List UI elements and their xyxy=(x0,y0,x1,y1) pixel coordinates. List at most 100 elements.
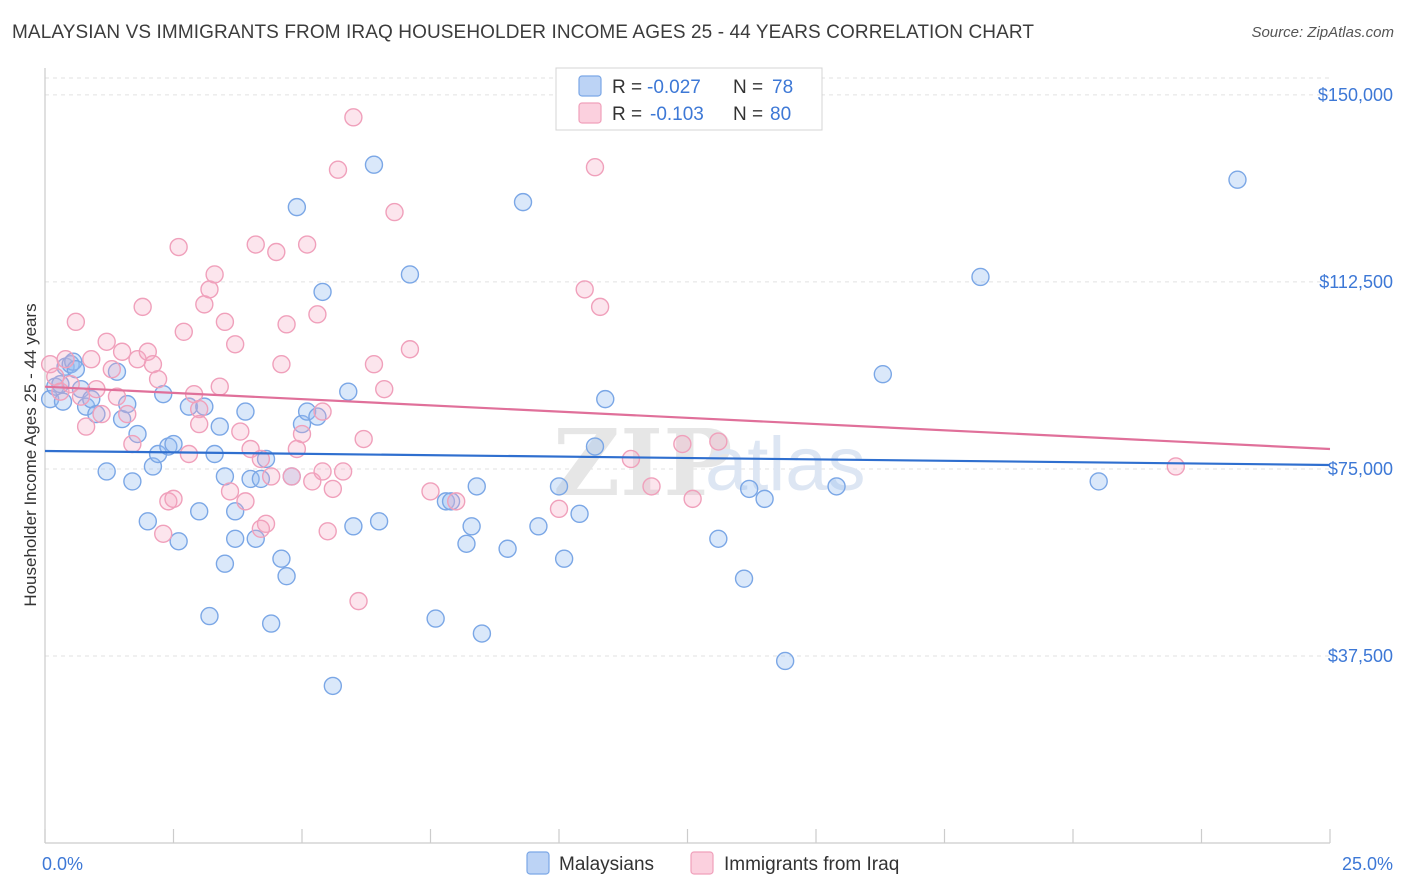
point-malaysians xyxy=(138,512,158,531)
point-iraq xyxy=(231,422,250,441)
point-malaysians xyxy=(513,192,533,212)
trend-line-iraq xyxy=(44,385,1331,451)
point-malaysians xyxy=(775,651,795,671)
point-malaysians xyxy=(118,394,137,414)
point-iraq xyxy=(189,399,209,419)
point-malaysians xyxy=(272,549,291,568)
point-malaysians xyxy=(308,407,327,426)
point-malaysians xyxy=(873,364,893,384)
legend-swatch-iraq xyxy=(578,102,602,124)
bottom-legend-iraq: Immigrants from Iraq xyxy=(724,854,899,875)
point-malaysians xyxy=(827,477,846,496)
point-iraq xyxy=(66,312,86,332)
point-iraq xyxy=(71,387,91,406)
point-malaysians xyxy=(734,569,754,588)
point-iraq xyxy=(169,237,188,257)
point-iraq xyxy=(549,499,569,519)
point-iraq xyxy=(236,492,255,511)
point-malaysians xyxy=(467,477,486,496)
point-malaysians xyxy=(755,489,774,509)
point-iraq xyxy=(261,467,281,486)
bottom-legend-swatch-iraq xyxy=(690,851,714,875)
point-iraq xyxy=(102,360,122,379)
watermark-atlas: atlas xyxy=(705,422,866,507)
point-iraq xyxy=(642,477,661,496)
trend-line-malaysians xyxy=(44,449,1331,467)
point-malaysians xyxy=(462,517,481,536)
point-iraq xyxy=(354,429,373,449)
point-malaysians xyxy=(344,517,363,536)
legend-swatch-malaysians xyxy=(578,75,602,97)
point-malaysians xyxy=(570,504,589,524)
point-iraq xyxy=(282,467,301,486)
point-iraq xyxy=(297,235,317,254)
point-malaysians xyxy=(210,417,229,436)
point-iraq xyxy=(308,305,327,324)
point-malaysians xyxy=(313,282,332,302)
x-tick-label-min: 0.0% xyxy=(42,854,83,874)
point-iraq xyxy=(179,444,199,464)
point-malaysians xyxy=(971,267,990,287)
point-iraq xyxy=(585,158,605,177)
point-malaysians xyxy=(256,449,276,469)
point-malaysians xyxy=(287,197,307,217)
point-malaysians xyxy=(128,424,147,444)
legend-r-value-2: -0.103 xyxy=(650,104,704,125)
series-iraq xyxy=(40,108,1186,611)
point-iraq xyxy=(267,242,286,262)
point-malaysians xyxy=(364,155,384,174)
point-malaysians xyxy=(164,434,183,454)
point-iraq xyxy=(349,591,368,611)
watermark: ZIP atlas xyxy=(553,409,866,517)
point-iraq xyxy=(673,434,692,454)
point-malaysians xyxy=(189,502,209,521)
point-malaysians xyxy=(323,676,343,696)
point-malaysians xyxy=(585,437,605,456)
point-malaysians xyxy=(97,462,116,481)
point-malaysians xyxy=(400,265,420,284)
point-malaysians xyxy=(554,549,574,568)
point-iraq xyxy=(621,449,641,469)
point-iraq xyxy=(333,462,353,481)
point-malaysians xyxy=(426,609,445,628)
point-iraq xyxy=(313,402,332,421)
point-iraq xyxy=(292,424,312,444)
point-iraq xyxy=(210,377,229,396)
point-iraq xyxy=(189,414,209,434)
point-malaysians xyxy=(200,606,219,626)
point-iraq xyxy=(107,387,127,406)
point-malaysians xyxy=(1089,472,1108,491)
point-malaysians xyxy=(87,404,106,424)
point-iraq xyxy=(220,482,240,501)
y-axis-label: Householder Income Ages 25 - 44 years xyxy=(21,303,40,606)
point-malaysians xyxy=(277,566,296,586)
point-iraq xyxy=(328,160,348,179)
y-tick-label: $75,000 xyxy=(1328,459,1393,479)
series-malaysians xyxy=(40,155,1247,696)
point-malaysians xyxy=(339,382,358,401)
point-iraq xyxy=(82,350,101,369)
point-malaysians xyxy=(297,402,317,421)
grid-lines xyxy=(45,77,1330,657)
point-malaysians xyxy=(61,355,80,374)
point-malaysians xyxy=(123,472,142,491)
point-iraq xyxy=(421,482,440,501)
point-malaysians xyxy=(441,492,461,511)
point-iraq xyxy=(112,342,132,361)
point-iraq xyxy=(174,322,193,342)
legend-n-value-1: 78 xyxy=(772,77,793,98)
point-iraq xyxy=(76,417,96,436)
point-malaysians xyxy=(241,469,260,489)
bottom-legend-malaysians: Malaysians xyxy=(559,854,654,875)
point-malaysians xyxy=(498,539,517,558)
y-tick-label: $37,500 xyxy=(1328,646,1393,666)
bottom-legend: Malaysians Immigrants from Iraq xyxy=(526,851,899,875)
point-iraq xyxy=(323,479,343,499)
top-legend: R = -0.027 N = 78 R = -0.103 N = 80 xyxy=(555,67,823,131)
watermark-zip: ZIP xyxy=(553,409,732,517)
legend-r-label-1: R = xyxy=(612,77,642,98)
y-tick-label: $112,500 xyxy=(1319,272,1393,292)
trend-lines xyxy=(44,385,1331,467)
point-iraq xyxy=(118,404,137,424)
